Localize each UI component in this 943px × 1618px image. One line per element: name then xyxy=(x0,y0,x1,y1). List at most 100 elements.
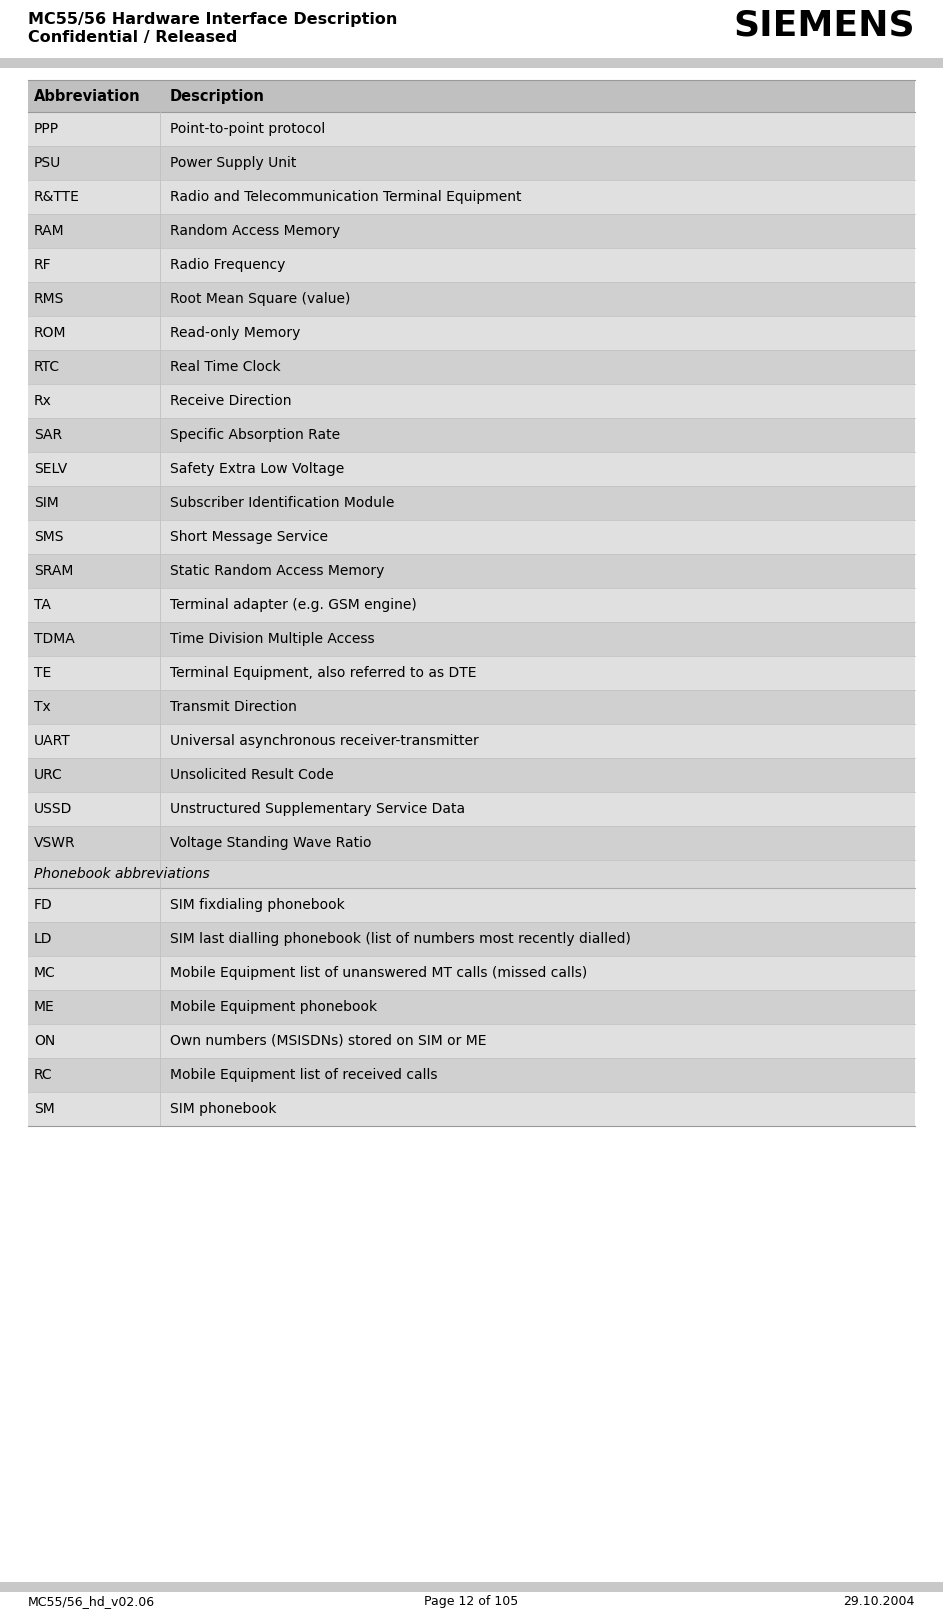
Text: Random Access Memory: Random Access Memory xyxy=(170,223,340,238)
Text: UART: UART xyxy=(34,735,71,748)
Text: RC: RC xyxy=(34,1068,53,1082)
Text: Description: Description xyxy=(170,89,265,104)
Bar xyxy=(28,383,915,417)
Bar xyxy=(28,587,915,621)
Bar xyxy=(28,316,915,349)
Text: PPP: PPP xyxy=(34,121,59,136)
Text: Safety Extra Low Voltage: Safety Extra Low Voltage xyxy=(170,463,344,476)
Text: TA: TA xyxy=(34,599,51,612)
Text: PSU: PSU xyxy=(34,155,61,170)
Text: Mobile Equipment phonebook: Mobile Equipment phonebook xyxy=(170,1000,377,1014)
Text: SIM last dialling phonebook (list of numbers most recently dialled): SIM last dialling phonebook (list of num… xyxy=(170,932,631,947)
Text: Receive Direction: Receive Direction xyxy=(170,395,291,408)
Text: LD: LD xyxy=(34,932,53,947)
Bar xyxy=(28,791,915,827)
Bar xyxy=(28,79,915,112)
Text: Power Supply Unit: Power Supply Unit xyxy=(170,155,296,170)
Text: 29.10.2004: 29.10.2004 xyxy=(844,1595,915,1608)
Bar xyxy=(28,214,915,248)
Text: USSD: USSD xyxy=(34,803,73,815)
Bar xyxy=(28,827,915,861)
Text: SELV: SELV xyxy=(34,463,67,476)
Bar xyxy=(28,146,915,180)
Text: Page 12 of 105: Page 12 of 105 xyxy=(424,1595,519,1608)
Text: Subscriber Identification Module: Subscriber Identification Module xyxy=(170,497,394,510)
Text: FD: FD xyxy=(34,898,53,913)
Text: Rx: Rx xyxy=(34,395,52,408)
Text: RMS: RMS xyxy=(34,291,64,306)
Bar xyxy=(28,1092,915,1126)
Bar xyxy=(28,861,915,888)
Bar xyxy=(28,990,915,1024)
Bar xyxy=(28,349,915,383)
Bar xyxy=(28,757,915,791)
Text: R&TTE: R&TTE xyxy=(34,189,80,204)
Text: SIM fixdialing phonebook: SIM fixdialing phonebook xyxy=(170,898,345,913)
Text: SAR: SAR xyxy=(34,429,62,442)
Text: Time Division Multiple Access: Time Division Multiple Access xyxy=(170,633,374,646)
Text: SIEMENS: SIEMENS xyxy=(734,8,915,42)
Text: RAM: RAM xyxy=(34,223,65,238)
Text: Unsolicited Result Code: Unsolicited Result Code xyxy=(170,769,334,781)
Bar xyxy=(28,1058,915,1092)
Text: Confidential / Released: Confidential / Released xyxy=(28,31,238,45)
Text: Terminal adapter (e.g. GSM engine): Terminal adapter (e.g. GSM engine) xyxy=(170,599,417,612)
Text: ROM: ROM xyxy=(34,325,67,340)
Bar xyxy=(28,1024,915,1058)
Text: Universal asynchronous receiver-transmitter: Universal asynchronous receiver-transmit… xyxy=(170,735,479,748)
Text: Own numbers (MSISDNs) stored on SIM or ME: Own numbers (MSISDNs) stored on SIM or M… xyxy=(170,1034,487,1048)
Text: Unstructured Supplementary Service Data: Unstructured Supplementary Service Data xyxy=(170,803,465,815)
Bar xyxy=(28,888,915,922)
Bar xyxy=(28,922,915,956)
Text: RF: RF xyxy=(34,257,52,272)
Bar xyxy=(28,621,915,655)
Bar xyxy=(28,956,915,990)
Text: SRAM: SRAM xyxy=(34,565,74,578)
Bar xyxy=(28,180,915,214)
Bar xyxy=(28,485,915,519)
Text: Point-to-point protocol: Point-to-point protocol xyxy=(170,121,325,136)
Text: MC55/56 Hardware Interface Description: MC55/56 Hardware Interface Description xyxy=(28,11,397,28)
Text: Mobile Equipment list of unanswered MT calls (missed calls): Mobile Equipment list of unanswered MT c… xyxy=(170,966,587,981)
Text: Radio and Telecommunication Terminal Equipment: Radio and Telecommunication Terminal Equ… xyxy=(170,189,521,204)
Text: Tx: Tx xyxy=(34,701,51,714)
Text: Transmit Direction: Transmit Direction xyxy=(170,701,297,714)
Bar xyxy=(28,553,915,587)
Text: SIM: SIM xyxy=(34,497,58,510)
Bar xyxy=(28,417,915,451)
Text: Mobile Equipment list of received calls: Mobile Equipment list of received calls xyxy=(170,1068,438,1082)
Bar xyxy=(28,248,915,282)
Bar xyxy=(28,112,915,146)
Bar xyxy=(0,1582,943,1592)
Text: MC55/56_hd_v02.06: MC55/56_hd_v02.06 xyxy=(28,1595,156,1608)
Text: SMS: SMS xyxy=(34,531,63,544)
Text: MC: MC xyxy=(34,966,56,981)
Text: Radio Frequency: Radio Frequency xyxy=(170,257,286,272)
Text: Root Mean Square (value): Root Mean Square (value) xyxy=(170,291,351,306)
Text: Read-only Memory: Read-only Memory xyxy=(170,325,301,340)
Bar xyxy=(28,689,915,723)
Text: ME: ME xyxy=(34,1000,55,1014)
Bar xyxy=(28,519,915,553)
Text: URC: URC xyxy=(34,769,63,781)
Text: TE: TE xyxy=(34,667,51,680)
Text: Voltage Standing Wave Ratio: Voltage Standing Wave Ratio xyxy=(170,837,372,849)
Bar xyxy=(28,451,915,485)
Text: Real Time Clock: Real Time Clock xyxy=(170,359,281,374)
Text: RTC: RTC xyxy=(34,359,60,374)
Bar xyxy=(28,723,915,757)
Text: Short Message Service: Short Message Service xyxy=(170,531,328,544)
Text: Static Random Access Memory: Static Random Access Memory xyxy=(170,565,385,578)
Bar xyxy=(28,655,915,689)
Text: Specific Absorption Rate: Specific Absorption Rate xyxy=(170,429,340,442)
Text: SIM phonebook: SIM phonebook xyxy=(170,1102,276,1116)
Text: SM: SM xyxy=(34,1102,55,1116)
Text: Phonebook abbreviations: Phonebook abbreviations xyxy=(34,867,209,880)
Text: Terminal Equipment, also referred to as DTE: Terminal Equipment, also referred to as … xyxy=(170,667,476,680)
Text: VSWR: VSWR xyxy=(34,837,75,849)
Bar xyxy=(28,282,915,316)
Bar xyxy=(0,58,943,68)
Text: TDMA: TDMA xyxy=(34,633,74,646)
Text: Abbreviation: Abbreviation xyxy=(34,89,141,104)
Text: ON: ON xyxy=(34,1034,56,1048)
